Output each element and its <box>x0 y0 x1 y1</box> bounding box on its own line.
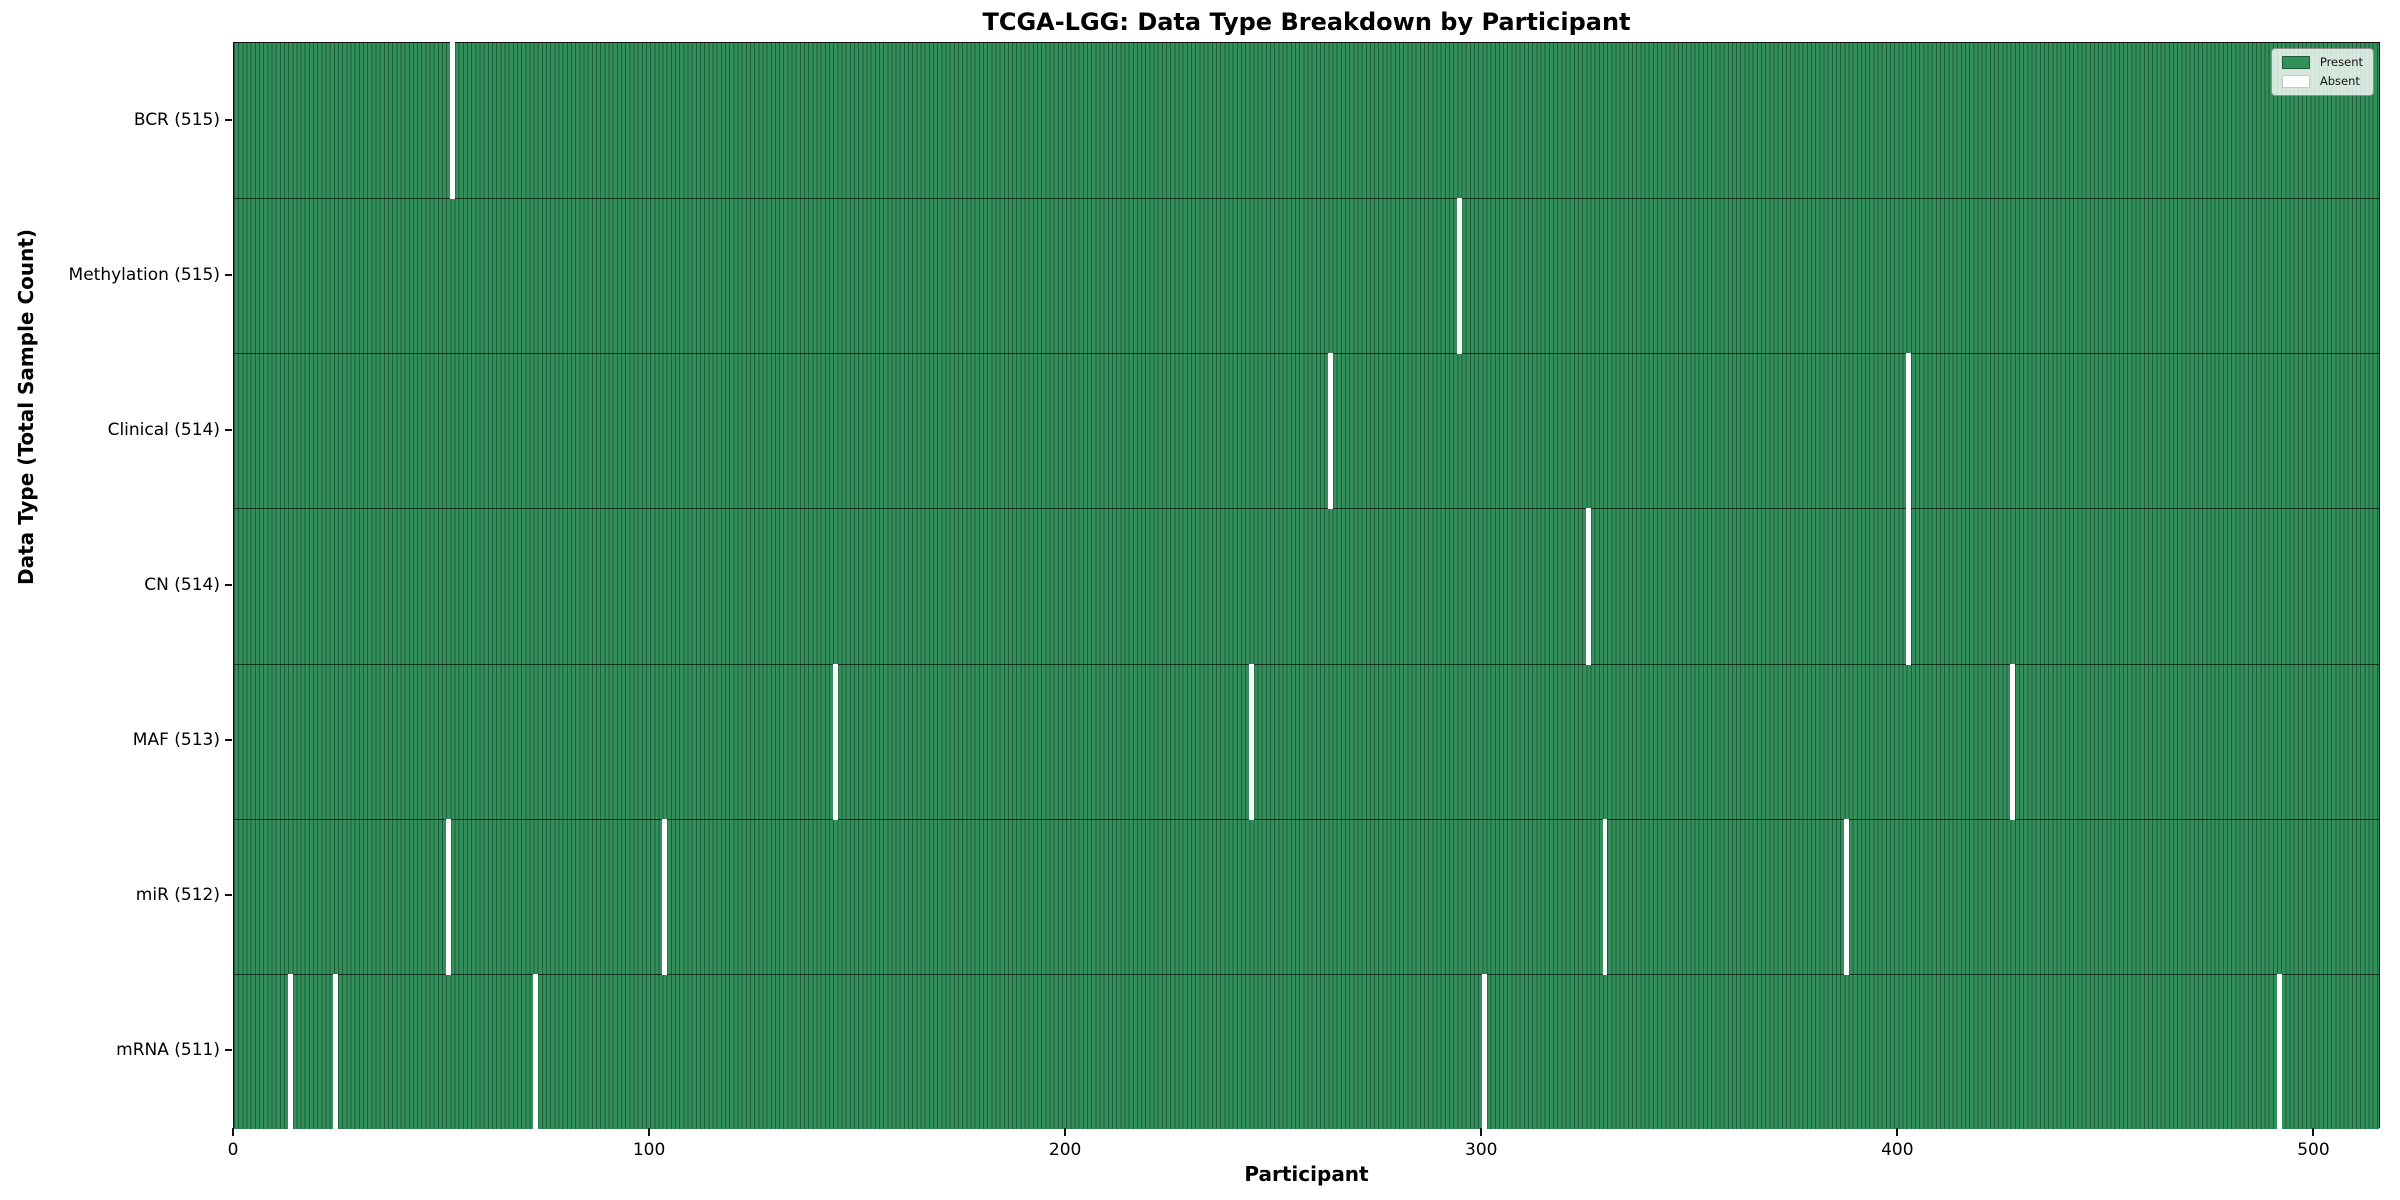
y-tick-label-bcr: BCR (515) <box>133 109 220 130</box>
absent-gap <box>1327 353 1333 510</box>
y-tick-mark <box>225 584 232 586</box>
legend-present-swatch <box>2281 56 2310 69</box>
y-tick-mark <box>225 118 232 121</box>
y-tick-mark <box>225 739 232 742</box>
y-tick-label-methylation: Methylation (515) <box>68 264 220 285</box>
absent-gap <box>287 973 293 1130</box>
y-tick-label-clinical: Clinical (514) <box>107 419 220 440</box>
legend-absent-label: Absent <box>2319 74 2360 88</box>
x-tick-mark <box>232 1128 234 1136</box>
legend-item-present: Present <box>2281 55 2363 69</box>
row-mir <box>234 818 2379 975</box>
absent-gap <box>1906 353 1912 510</box>
legend: Present Absent <box>2270 48 2374 96</box>
y-tick-label-maf: MAF (513) <box>132 730 220 751</box>
y-tick-label-mir: miR (512) <box>135 885 220 906</box>
y-tick-mark <box>225 1049 232 1052</box>
x-tick-mark <box>648 1128 651 1136</box>
absent-gap <box>1602 818 1608 975</box>
absent-gap <box>1481 973 1487 1130</box>
x-tick-label: 0 <box>227 1140 239 1160</box>
y-tick-label-mrna: mRNA (511) <box>116 1040 220 1061</box>
row-cn <box>234 508 2379 665</box>
x-tick-label: 100 <box>632 1140 666 1160</box>
x-tick-label: 300 <box>1465 1140 1498 1160</box>
absent-gap <box>662 818 668 975</box>
chart-title: TCGA-LGG: Data Type Breakdown by Partici… <box>982 8 1631 36</box>
x-tick-mark <box>2312 1128 2315 1136</box>
absent-gap <box>2010 663 2016 820</box>
x-tick-mark <box>1896 1128 1899 1136</box>
absent-gap <box>1248 663 1254 820</box>
row-clinical <box>234 353 2379 510</box>
x-axis-title: Participant <box>1244 1162 1369 1186</box>
legend-absent-swatch <box>2281 75 2310 88</box>
x-tick-label: 500 <box>2297 1140 2330 1160</box>
legend-item-absent: Absent <box>2281 74 2363 88</box>
absent-gap <box>449 42 455 200</box>
plot-area: Present Absent <box>233 42 2380 1130</box>
row-methylation <box>234 198 2379 355</box>
y-tick-mark <box>225 428 232 431</box>
y-tick-mark <box>225 273 232 276</box>
y-tick-mark <box>225 894 232 897</box>
absent-gap <box>832 663 838 820</box>
absent-gap <box>445 818 451 975</box>
x-tick-label: 400 <box>1881 1140 1914 1160</box>
absent-gap <box>533 973 539 1130</box>
absent-gap <box>333 973 339 1130</box>
absent-gap <box>1456 198 1462 355</box>
absent-gap <box>1843 818 1849 975</box>
x-tick-label: 200 <box>1048 1140 1082 1160</box>
legend-present-label: Present <box>2319 55 2363 69</box>
row-bcr <box>234 42 2379 200</box>
row-maf <box>234 663 2379 820</box>
absent-gap <box>2276 973 2282 1130</box>
absent-gap <box>1585 508 1591 665</box>
y-tick-label-cn: CN (514) <box>144 575 220 595</box>
x-tick-mark <box>1064 1128 1067 1136</box>
x-tick-mark <box>1480 1128 1483 1136</box>
row-mrna <box>234 973 2379 1130</box>
absent-gap <box>1906 508 1912 665</box>
